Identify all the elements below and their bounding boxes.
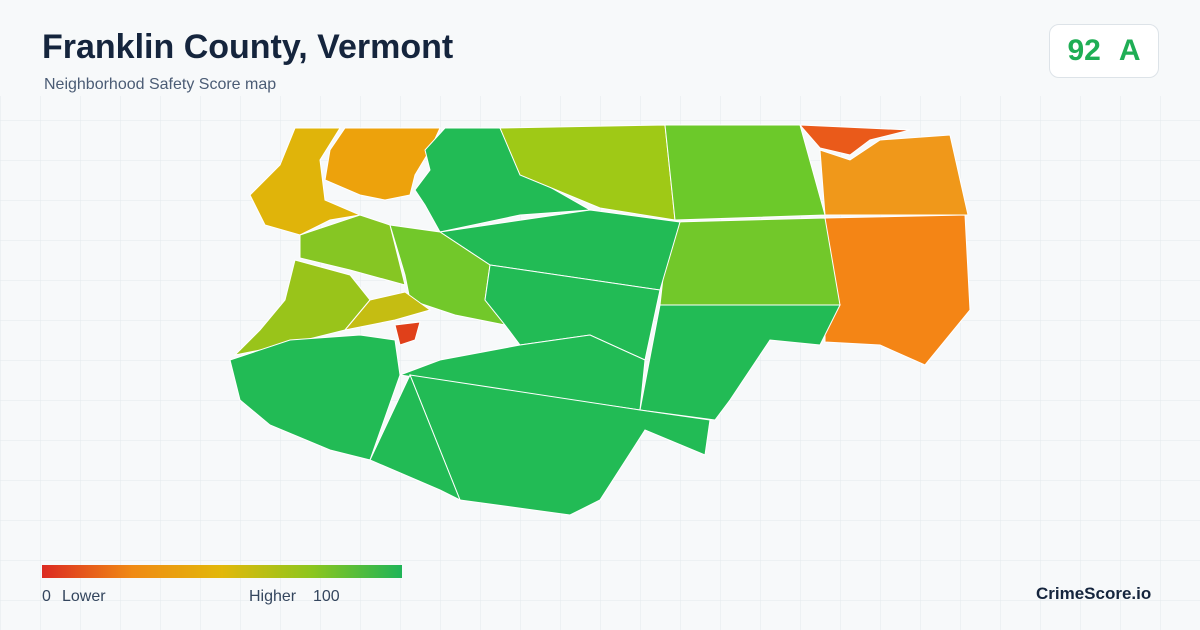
brand: CrimeScore.io <box>1036 584 1152 603</box>
legend-low: Lower <box>62 588 106 605</box>
legend-min: 0 <box>42 588 51 605</box>
legend-max: 100 <box>313 588 340 605</box>
grade: A <box>1118 34 1141 67</box>
score-badge: 92 A <box>1049 24 1159 78</box>
subtitle: Neighborhood Safety Score map <box>44 76 277 93</box>
regions <box>229 124 971 516</box>
title: Franklin County, Vermont <box>42 28 454 66</box>
legend-high: Higher <box>249 588 297 605</box>
legend-gradient <box>42 565 402 578</box>
score: 92 <box>1067 34 1101 67</box>
